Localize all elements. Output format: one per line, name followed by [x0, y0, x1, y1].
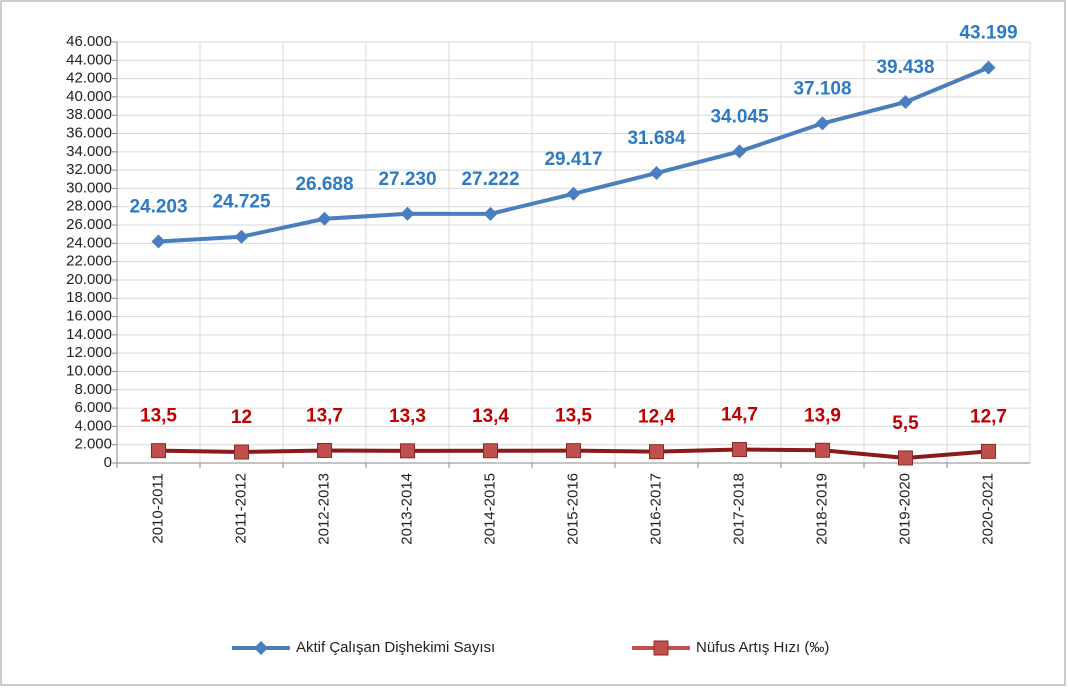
- point: [234, 444, 249, 460]
- y-tick-label: 40.000: [66, 88, 112, 105]
- legend-marker: [653, 640, 669, 656]
- legend-label: Nüfus Artış Hızı (‰): [696, 639, 829, 656]
- y-tick-label: 2.000: [74, 436, 112, 453]
- y-tick-label: 24.000: [66, 234, 112, 251]
- x-tick-label: 2015-2016: [564, 473, 581, 545]
- y-tick-label: 38.000: [66, 106, 112, 123]
- point: [400, 443, 415, 459]
- y-tick-label: 4.000: [74, 417, 112, 434]
- point: [815, 116, 830, 131]
- data-label: 5,5: [892, 413, 919, 434]
- x-tick-label: 2017-2018: [730, 473, 747, 545]
- x-tick-label: 2014-2015: [481, 473, 498, 545]
- data-label: 12,7: [970, 406, 1007, 427]
- y-tick-label: 16.000: [66, 308, 112, 325]
- point: [566, 186, 581, 201]
- data-label: 13,4: [472, 406, 509, 427]
- y-tick-label: 10.000: [66, 362, 112, 379]
- y-tick-label: 26.000: [66, 216, 112, 233]
- data-label: 12: [231, 407, 252, 428]
- x-tick-label: 2011-2012: [232, 473, 249, 544]
- data-label: 29.417: [544, 149, 602, 170]
- data-label: 37.108: [793, 78, 851, 99]
- point: [566, 443, 581, 459]
- y-tick-label: 6.000: [74, 399, 112, 416]
- data-label: 26.688: [295, 174, 353, 195]
- x-tick-label: 2016-2017: [647, 473, 664, 545]
- data-label: 24.203: [129, 197, 187, 218]
- y-tick-label: 18.000: [66, 289, 112, 306]
- point: [649, 444, 664, 460]
- point: [483, 206, 498, 221]
- data-label: 27.230: [378, 169, 436, 190]
- point: [317, 211, 332, 226]
- x-tick-label: 2012-2013: [315, 473, 332, 545]
- point: [981, 443, 996, 459]
- x-tick-label: 2020-2021: [979, 473, 996, 545]
- y-tick-label: 30.000: [66, 179, 112, 196]
- point: [400, 206, 415, 221]
- y-tick-label: 46.000: [66, 33, 112, 50]
- y-tick-label: 0: [104, 454, 112, 471]
- y-tick-label: 28.000: [66, 198, 112, 215]
- data-label: 27.222: [461, 169, 519, 190]
- data-label: 13,7: [306, 405, 343, 426]
- y-tick-label: 36.000: [66, 124, 112, 141]
- y-tick-label: 34.000: [66, 143, 112, 160]
- y-tick-label: 42.000: [66, 70, 112, 87]
- data-label: 14,7: [721, 405, 758, 426]
- point: [815, 442, 830, 458]
- x-tick-label: 2019-2020: [896, 473, 913, 545]
- point: [151, 443, 166, 459]
- point: [483, 443, 498, 459]
- data-label: 13,3: [389, 406, 426, 427]
- y-tick-label: 20.000: [66, 271, 112, 288]
- y-tick-label: 12.000: [66, 344, 112, 361]
- point: [234, 229, 249, 244]
- data-label: 43.199: [959, 23, 1017, 44]
- x-tick-label: 2018-2019: [813, 473, 830, 545]
- y-tick-label: 22.000: [66, 253, 112, 270]
- data-label: 12,4: [638, 407, 675, 428]
- point: [732, 144, 747, 159]
- point: [649, 166, 664, 181]
- point: [151, 234, 166, 249]
- data-label: 31.684: [627, 128, 686, 149]
- data-label: 34.045: [710, 106, 769, 127]
- data-label: 13,9: [804, 405, 841, 426]
- data-label: 13,5: [140, 406, 177, 427]
- point: [898, 450, 913, 466]
- y-tick-label: 44.000: [66, 51, 112, 68]
- y-tick-label: 32.000: [66, 161, 112, 178]
- point: [317, 442, 332, 458]
- point: [732, 442, 747, 458]
- legend-label: Aktif Çalışan Dişhekimi Sayısı: [296, 639, 495, 656]
- legend-marker: [254, 641, 268, 655]
- point: [981, 60, 996, 75]
- point: [898, 95, 913, 110]
- y-tick-label: 8.000: [74, 381, 112, 398]
- data-label: 13,5: [555, 406, 592, 427]
- x-tick-label: 2013-2014: [398, 473, 415, 545]
- data-label: 24.725: [212, 192, 271, 213]
- y-tick-label: 14.000: [66, 326, 112, 343]
- data-label: 39.438: [876, 57, 934, 78]
- x-tick-label: 2010-2011: [149, 473, 166, 544]
